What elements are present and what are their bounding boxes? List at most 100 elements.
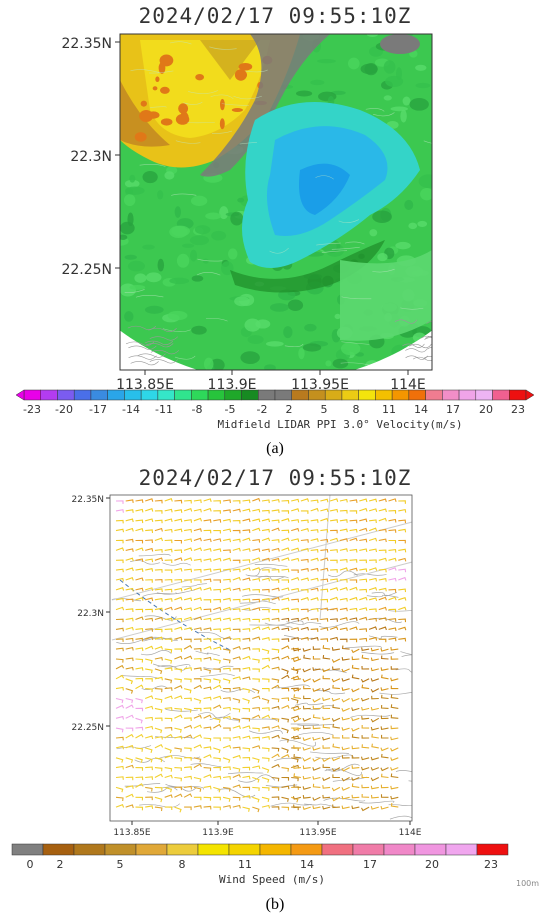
terrain-contour [345, 645, 382, 649]
wind-barb [223, 697, 231, 701]
wind-barb [154, 656, 163, 661]
wind-barb [193, 528, 202, 532]
wind-barb [310, 618, 319, 622]
wind-barb [164, 794, 173, 798]
wind-barb [242, 646, 251, 651]
wind-barb [380, 674, 389, 680]
wind-barb [135, 776, 144, 781]
wind-barb [174, 747, 182, 753]
wind-barb [361, 706, 370, 711]
wind-barb [252, 589, 260, 593]
wind-barb [154, 668, 163, 675]
wind-barb [164, 667, 173, 672]
wind-barb [135, 747, 144, 752]
wind-barb [203, 656, 212, 661]
texture-blob [287, 299, 304, 311]
wind-barb [261, 776, 270, 783]
wind-barb [174, 655, 183, 660]
wind-barb [232, 686, 241, 691]
texture-blob [310, 79, 325, 86]
x-tick-label: 114E [390, 377, 426, 393]
colorbar-cell [166, 843, 199, 856]
wind-barb [135, 499, 144, 503]
wind-barb [184, 747, 192, 752]
wind-barb [193, 678, 202, 682]
wind-barb [193, 606, 203, 611]
wind-barb [291, 705, 300, 710]
wind-barb [125, 697, 134, 704]
wind-barb [164, 617, 173, 622]
wind-barb [135, 568, 144, 572]
wind-barb [242, 795, 251, 799]
wind-barb [145, 678, 153, 682]
wind-barb [398, 626, 407, 631]
wind-barb [174, 509, 183, 513]
wind-barb [370, 667, 379, 672]
wind-barb [164, 638, 173, 643]
texture-blob [400, 109, 407, 123]
wind-barb [145, 558, 154, 563]
wind-barb [135, 796, 144, 801]
wind-barb [232, 617, 241, 622]
terrain-contour [294, 702, 324, 706]
wind-barb [154, 588, 163, 592]
wind-barb [164, 569, 173, 574]
wind-barb [302, 775, 311, 780]
wind-barb [349, 617, 358, 622]
wind-barb [330, 569, 338, 573]
wind-barb [300, 498, 310, 502]
wind-barb [222, 804, 232, 809]
orange-spot [159, 54, 174, 67]
wind-barb [213, 658, 221, 664]
wind-barb [398, 576, 407, 581]
wind-barb [292, 707, 302, 712]
wind-barb [332, 734, 340, 739]
texture-blob [228, 248, 238, 260]
coast-contour [402, 343, 425, 348]
wind-barb [370, 785, 379, 790]
wind-barb [222, 518, 232, 523]
wind-barb [339, 538, 348, 542]
velocity-field [120, 34, 432, 370]
wind-barb [154, 743, 164, 749]
wind-barb [322, 757, 331, 762]
wind-barb [213, 548, 222, 552]
wind-barb [359, 607, 368, 611]
wind-barb [174, 776, 183, 782]
terrain-contour [315, 175, 334, 180]
texture-blob [190, 195, 208, 207]
wind-barb [390, 685, 399, 690]
wind-barb [252, 695, 261, 700]
wind-barb [351, 783, 360, 788]
wind-barb [213, 723, 222, 729]
wind-barb [312, 646, 321, 650]
wind-barb [115, 776, 124, 780]
wind-barb [145, 695, 154, 700]
wind-barb [271, 638, 280, 642]
wind-barb [331, 717, 341, 722]
terrain-contour [249, 730, 283, 734]
texture-blob [202, 258, 209, 264]
wind-barb [145, 617, 154, 622]
texture-blob [157, 258, 165, 272]
wind-barb [213, 737, 221, 742]
wind-barb [135, 558, 144, 562]
wind-barb [203, 785, 212, 790]
weak-flow-band [200, 34, 330, 177]
wind-barb [115, 786, 124, 793]
wind-barb [145, 735, 154, 740]
wind-barb [370, 678, 379, 682]
chart-a-panel-label: (a) [266, 440, 284, 457]
wind-barb [271, 509, 280, 513]
coast-contour [423, 356, 432, 359]
colorbar-tick-label: 14 [300, 858, 314, 871]
road-line [111, 521, 412, 601]
wind-barb [223, 658, 231, 664]
wind-barb [332, 723, 340, 729]
wind-barb [164, 559, 173, 564]
texture-blob [404, 199, 414, 210]
terrain-contour [135, 294, 164, 298]
terrain-contour [150, 106, 167, 108]
wind-barb [203, 587, 212, 591]
wind-barb [322, 736, 331, 741]
